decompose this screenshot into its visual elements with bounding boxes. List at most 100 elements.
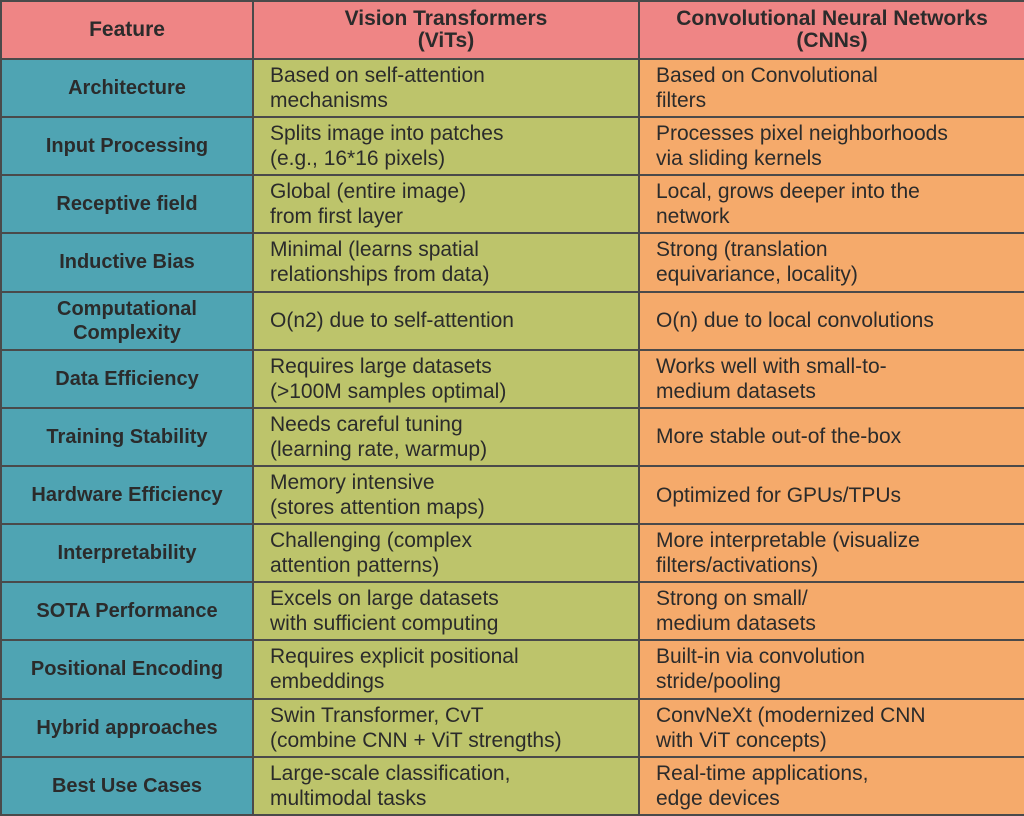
table-row: Positional Encoding Requires explicit pos…: [0, 639, 1024, 700]
header-cnn: Convolutional Neural Networks (CNNs): [638, 0, 1024, 60]
cell-line: O(n2) due to self-attention: [270, 309, 514, 333]
table-row: Input Processing Splits image into patche…: [0, 116, 1024, 177]
cell-line: filters: [656, 89, 707, 113]
cell-line: Processes pixel neighborhoods: [656, 122, 948, 146]
feature-cell: Hybrid approaches: [0, 697, 254, 758]
header-line: (CNNs): [796, 29, 868, 52]
cell-line: Requires large datasets: [270, 354, 492, 378]
cell-line: Inductive Bias: [59, 251, 195, 274]
cell-line: Splits image into patches: [270, 122, 504, 146]
vit-cell: Needs careful tuning (learning rate, warm…: [252, 406, 640, 467]
cell-line: O(n) due to local convolutions: [656, 309, 934, 333]
table-row: Best Use Cases Large-scale classification…: [0, 755, 1024, 816]
cnn-cell: Local, grows deeper into the network: [638, 174, 1024, 235]
feature-cell: Inductive Bias: [0, 232, 254, 293]
cell-line: via sliding kernels: [656, 147, 822, 171]
vit-cell: Requires large datasets (>100M samples op…: [252, 348, 640, 409]
table-row: Receptive field Global (entire image) from…: [0, 174, 1024, 235]
cnn-cell: Works well with small-to-medium datasets: [638, 348, 1024, 409]
header-line: Convolutional Neural Networks: [676, 7, 988, 30]
cell-line: Large-scale classification,: [270, 761, 511, 785]
cnn-cell: More interpretable (visualize filters/act…: [638, 523, 1024, 584]
feature-cell: Receptive field: [0, 174, 254, 235]
table-row: Hybrid approaches Swin Transformer, CvT (c…: [0, 697, 1024, 758]
vit-cell: Requires explicit positional embeddings: [252, 639, 640, 700]
vit-cell: Challenging (complex attention patterns): [252, 523, 640, 584]
table-row: Data Efficiency Requires large datasets (>…: [0, 348, 1024, 409]
vit-cell: Minimal (learns spatial relationships fro…: [252, 232, 640, 293]
cnn-cell: Based on Convolutional filters: [638, 57, 1024, 119]
table-row: Hardware Efficiency Memory intensive (stor…: [0, 464, 1024, 526]
cell-line: Computational: [57, 297, 197, 320]
cell-line: Data Efficiency: [55, 367, 199, 390]
cell-line: Memory intensive: [270, 471, 435, 495]
cell-line: Based on self-attention: [270, 64, 485, 88]
cell-line: from first layer: [270, 205, 404, 229]
header-line: Feature: [89, 18, 165, 41]
cell-line: attention patterns): [270, 554, 440, 578]
feature-cell: Input Processing: [0, 116, 254, 177]
cell-line: Architecture: [68, 77, 186, 100]
cell-line: SOTA Performance: [36, 600, 218, 623]
cell-line: Needs careful tuning: [270, 412, 463, 436]
cell-line: Best Use Cases: [51, 774, 203, 797]
cell-line: Hardware Efficiency: [31, 484, 223, 507]
cell-line: More stable out-of the-box: [656, 425, 902, 449]
feature-cell: Computational Complexity: [0, 290, 254, 351]
cnn-cell: ConvNeXt (modernized CNN with ViT concept…: [638, 697, 1024, 758]
cnn-cell: Processes pixel neighborhoods via sliding…: [638, 116, 1024, 177]
cell-line: with sufficient computing: [270, 612, 499, 636]
vit-cell: Global (entire image) from first layer: [252, 174, 640, 235]
cell-line: multimodal tasks: [270, 786, 427, 810]
vit-cell: Splits image into patches (e.g., 16*16 pi…: [252, 116, 640, 177]
cell-line: (>100M samples optimal): [270, 379, 507, 403]
header-row: Feature Vision Transformers (ViTs) Convolut…: [0, 0, 1024, 60]
cell-line: Strong (translation: [656, 238, 828, 262]
cell-line: medium datasets: [656, 612, 816, 636]
cell-line: Positional Encoding: [30, 658, 224, 681]
cell-line: equivariance, locality): [656, 263, 858, 287]
feature-cell: Training Stability: [0, 406, 254, 467]
cell-line: (learning rate, warmup): [270, 437, 488, 461]
table-row: Training Stability Needs careful tuning (l…: [0, 406, 1024, 467]
cell-line: edge devices: [656, 786, 780, 810]
cell-line: Strong on small/: [656, 587, 808, 611]
cell-line: Interpretability: [57, 542, 197, 565]
cell-line: Works well with small-to-: [656, 354, 887, 378]
header-vit: Vision Transformers (ViTs): [252, 0, 640, 60]
cell-line: Swin Transformer, CvT: [270, 703, 484, 727]
cnn-cell: Optimized for GPUs/TPUs: [638, 464, 1024, 526]
cell-line: medium datasets: [656, 379, 816, 403]
feature-cell: Positional Encoding: [0, 639, 254, 700]
feature-cell: Hardware Efficiency: [0, 464, 254, 526]
vit-cell: Large-scale classification, multimodal ta…: [252, 755, 640, 816]
vit-cell: Memory intensive (stores attention maps): [252, 464, 640, 526]
vit-cell: O(n2) due to self-attention: [252, 290, 640, 351]
table-row: SOTA Performance Excels on large datasets…: [0, 581, 1024, 642]
header-line: Vision Transformers: [344, 7, 548, 30]
cell-line: relationships from data): [270, 263, 490, 287]
vit-cell: Based on self-attention mechanisms: [252, 57, 640, 119]
cell-line: Real-time applications,: [656, 761, 869, 785]
cell-line: Built-in via convolution: [656, 645, 865, 669]
cell-line: (stores attention maps): [270, 496, 485, 520]
cell-line: Complexity: [73, 321, 181, 344]
table-row: Computational Complexity O(n2) due to self…: [0, 290, 1024, 351]
cell-line: (e.g., 16*16 pixels): [270, 147, 446, 171]
cell-line: Excels on large datasets: [270, 587, 499, 611]
feature-cell: Best Use Cases: [0, 755, 254, 816]
cell-line: network: [656, 205, 730, 229]
cell-line: (combine CNN + ViT strengths): [270, 728, 562, 752]
cell-line: Based on Convolutional: [656, 64, 878, 88]
feature-cell: Architecture: [0, 57, 254, 119]
cnn-cell: O(n) due to local convolutions: [638, 290, 1024, 351]
cell-line: filters/activations): [656, 554, 819, 578]
cnn-cell: Strong (translation equivariance, localit…: [638, 232, 1024, 293]
cnn-cell: Strong on small/medium datasets: [638, 581, 1024, 642]
cnn-cell: More stable out-of the-box: [638, 406, 1024, 467]
table-row: Interpretability Challenging (complex atte…: [0, 523, 1024, 584]
cell-line: Hybrid approaches: [36, 716, 218, 739]
cell-line: More interpretable (visualize: [656, 529, 920, 553]
cell-line: mechanisms: [270, 89, 388, 113]
